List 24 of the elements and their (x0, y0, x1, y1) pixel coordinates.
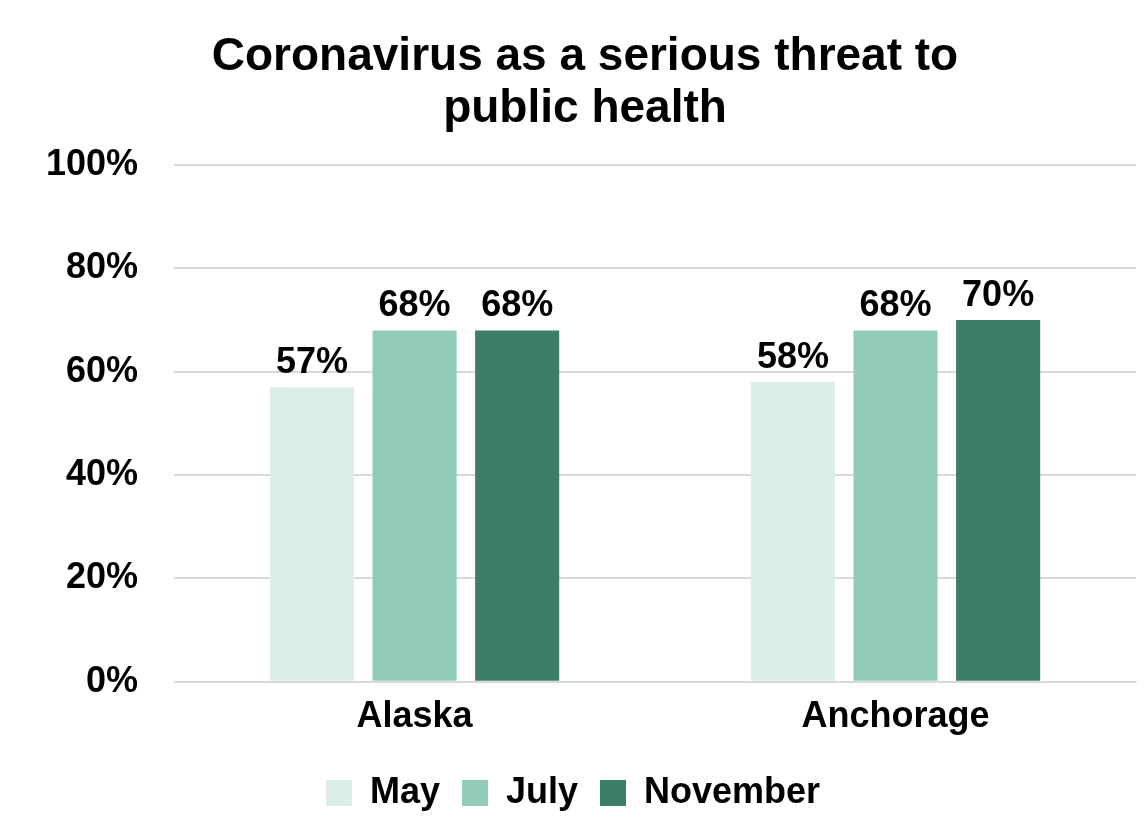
y-tick-label: 60% (66, 348, 139, 390)
bar (853, 330, 938, 681)
y-tick-label: 40% (66, 452, 139, 493)
legend-label: May (369, 769, 440, 811)
data-label: 70% (962, 272, 1035, 314)
y-tick-label: 20% (66, 555, 139, 597)
y-tick-label: 100% (46, 141, 139, 183)
data-label: 68% (481, 283, 554, 325)
bar (750, 382, 835, 681)
bar (956, 320, 1041, 681)
y-tick-label: 80% (66, 245, 139, 287)
legend-label: July (505, 769, 579, 811)
bar (269, 387, 355, 681)
bar (372, 330, 457, 681)
legend-label: November (644, 769, 821, 811)
x-tick-label: Anchorage (801, 694, 990, 736)
data-label: 57% (275, 340, 348, 382)
bar (475, 330, 560, 681)
data-label: 58% (756, 334, 829, 376)
chart-title: Coronavirus as a serious threat to public health (210, 28, 960, 132)
data-label: 68% (859, 283, 932, 325)
data-label: 68% (378, 283, 451, 325)
x-tick-label: Alaska (356, 694, 474, 736)
y-tick-label: 0% (86, 658, 139, 700)
